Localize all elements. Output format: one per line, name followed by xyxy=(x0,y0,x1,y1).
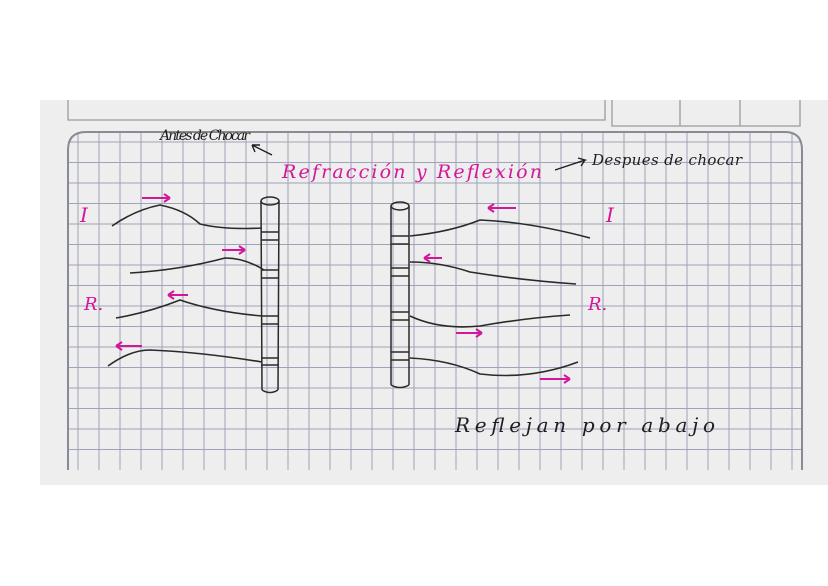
note-arrow xyxy=(554,157,588,171)
note-after: Despues de chocar xyxy=(591,151,743,169)
left-cylinder xyxy=(260,196,280,394)
label-reflected-right: R. xyxy=(587,294,607,315)
right-cylinder xyxy=(390,201,410,389)
grid xyxy=(68,132,802,470)
grid-border xyxy=(67,131,803,470)
header-boxes xyxy=(67,100,801,127)
right-waves xyxy=(409,219,591,377)
note-arrow xyxy=(251,144,273,156)
label-reflected-left: R. xyxy=(83,294,103,315)
label-incident-left: I xyxy=(79,203,89,227)
note-before: Antes de Chocar xyxy=(158,128,251,144)
note-bottom: Reflejan por abajo xyxy=(454,413,715,437)
left-waves xyxy=(107,204,265,367)
direction-arrows xyxy=(115,193,571,384)
label-incident-right: I xyxy=(605,203,615,227)
title: Refracción y Reflexión xyxy=(281,161,542,183)
